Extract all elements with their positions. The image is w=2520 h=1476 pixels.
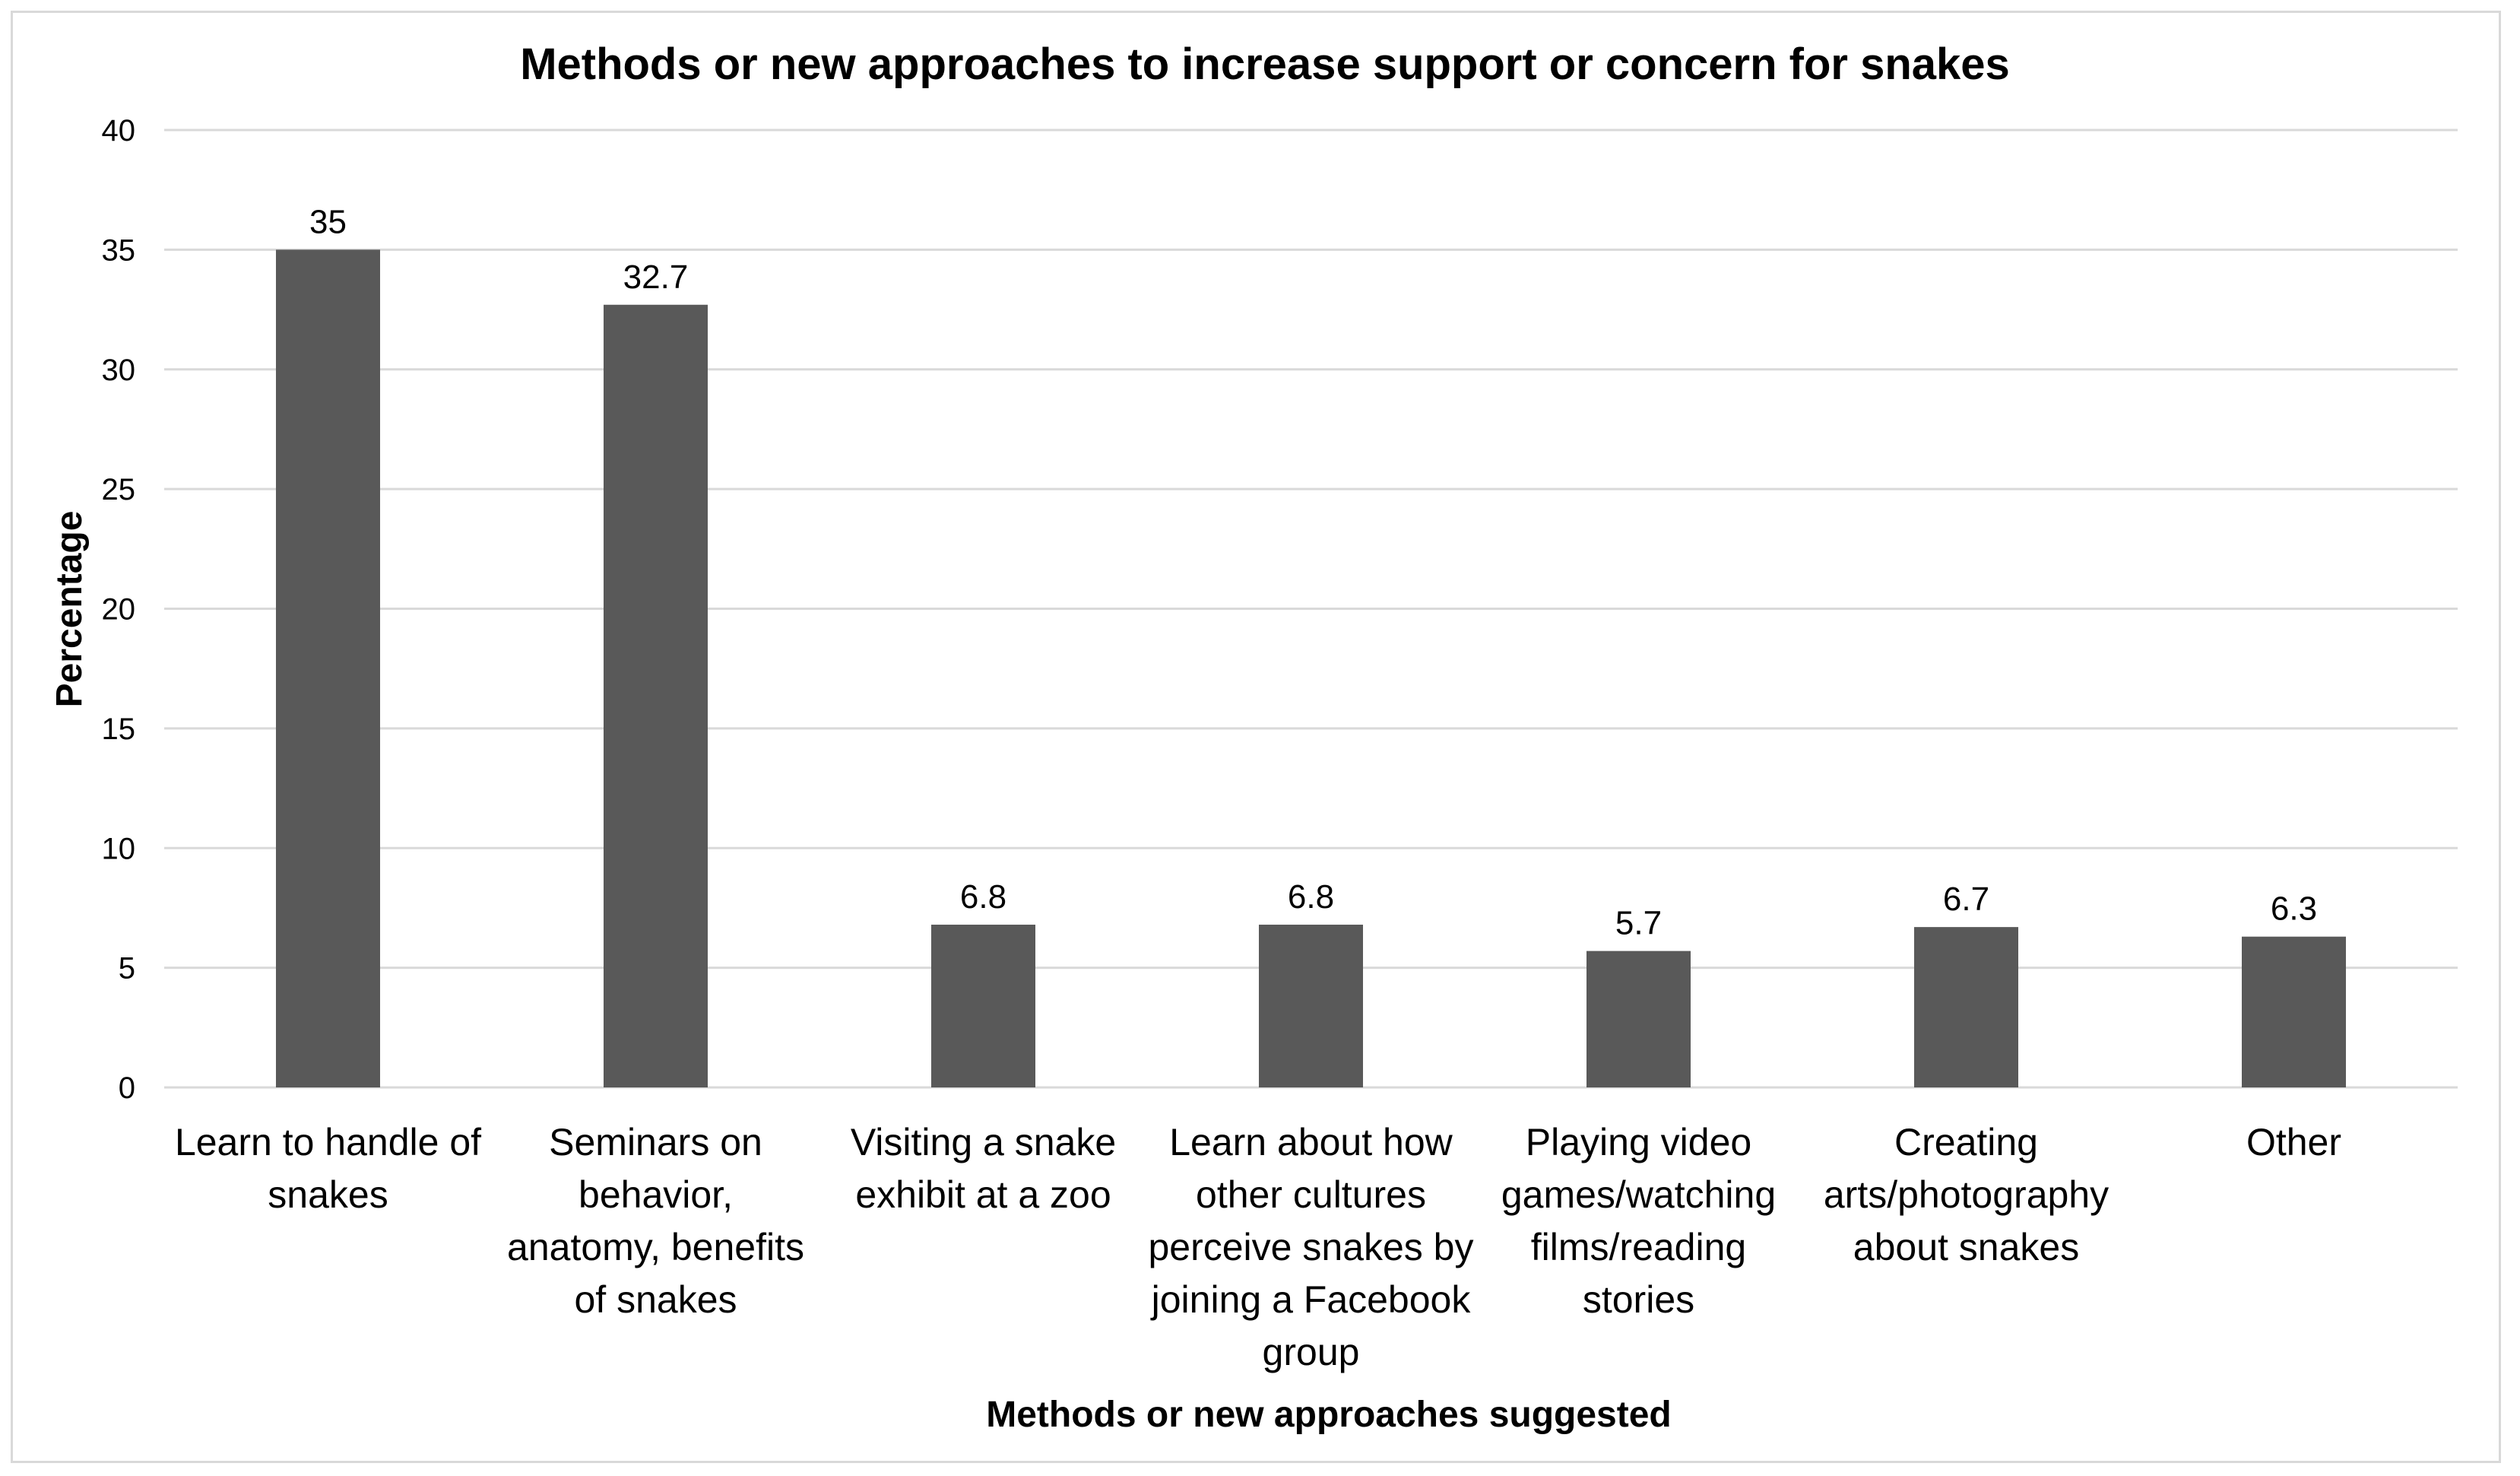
x-tick-label-line: Learn about how: [1169, 1121, 1453, 1163]
data-label: 6.7: [1943, 881, 1989, 918]
y-tick-label: 10: [102, 832, 136, 865]
data-label: 6.8: [1288, 878, 1334, 916]
x-tick-label-line: other cultures: [1196, 1173, 1426, 1216]
x-tick-label: Learn to handle of snakes: [175, 1121, 481, 1216]
data-label: 5.7: [1615, 905, 1662, 942]
bar: [931, 924, 1035, 1087]
bar: [276, 249, 380, 1087]
x-tick-label-line: anatomy, benefits: [507, 1226, 804, 1268]
x-tick-label: Learn about how other cultures perceive sn…: [1148, 1121, 1473, 1373]
x-tick-label-line: Other: [2246, 1121, 2341, 1163]
y-tick-label: 25: [102, 473, 136, 506]
y-tick-label: 20: [102, 593, 136, 627]
bar: [604, 304, 708, 1088]
gridlines: [164, 129, 2458, 1089]
data-label: 6.8: [960, 878, 1006, 916]
data-label: 6.3: [2271, 890, 2317, 928]
x-tick-label-line: of snakes: [574, 1278, 737, 1321]
bar: [1586, 951, 1691, 1087]
x-tick-label-line: about snakes: [1853, 1226, 2079, 1268]
x-tick-label-line: behavior,: [578, 1173, 733, 1216]
x-tick-label-line: Visiting a snake: [851, 1121, 1116, 1163]
y-tick-label: 5: [119, 952, 135, 986]
bars: [276, 249, 2346, 1088]
x-tick-label-line: perceive snakes by: [1148, 1226, 1473, 1268]
x-tick-label: Playing video games/watching films/reading…: [1501, 1121, 1776, 1321]
data-labels: 35 32.7 6.8 6.8 5.7 6.7 6.3: [309, 203, 2317, 941]
x-tick-label-line: stories: [1583, 1278, 1694, 1321]
y-tick-label: 35: [102, 233, 136, 267]
x-tick-label-line: arts/photography: [1824, 1173, 2109, 1216]
chart-title: Methods or new approaches to increase su…: [520, 40, 2010, 89]
y-axis-ticks: 0 5 10 15 20 25 30 35 40: [102, 114, 136, 1105]
x-tick-label: Creating arts/photography about snakes: [1824, 1121, 2109, 1268]
x-tick-label-line: snakes: [268, 1173, 388, 1216]
x-tick-label-line: Learn to handle of: [175, 1121, 481, 1163]
bar: [2242, 936, 2346, 1087]
x-tick-label-line: joining a Facebook: [1150, 1278, 1472, 1321]
y-axis-title: Percentage: [49, 511, 90, 708]
y-tick-label: 15: [102, 713, 136, 746]
data-label: 32.7: [623, 259, 689, 296]
bar: [1914, 927, 2018, 1087]
x-tick-label-line: games/watching: [1501, 1173, 1776, 1216]
x-tick-label-line: Seminars on: [549, 1121, 762, 1163]
x-axis-title: Methods or new approaches suggested: [986, 1395, 1672, 1435]
x-tick-label-line: films/reading: [1531, 1226, 1746, 1268]
x-tick-label: Visiting a snake exhibit at a zoo: [851, 1121, 1116, 1216]
chart-frame: [11, 11, 2501, 1463]
x-tick-label: Seminars on behavior, anatomy, benefits of …: [507, 1121, 804, 1321]
x-tick-label: Other: [2246, 1121, 2341, 1163]
x-tick-label-line: group: [1263, 1331, 1360, 1373]
bar: [1259, 924, 1363, 1087]
x-tick-label-line: Playing video: [1526, 1121, 1751, 1163]
y-tick-label: 0: [119, 1071, 135, 1105]
x-axis-category-labels: Learn to handle of snakes Seminars on behav…: [175, 1121, 2341, 1373]
y-tick-label: 40: [102, 114, 136, 148]
x-tick-label-line: Creating: [1894, 1121, 2038, 1163]
y-tick-label: 30: [102, 354, 136, 387]
data-label: 35: [309, 203, 347, 240]
x-tick-label-line: exhibit at a zoo: [855, 1173, 1111, 1216]
